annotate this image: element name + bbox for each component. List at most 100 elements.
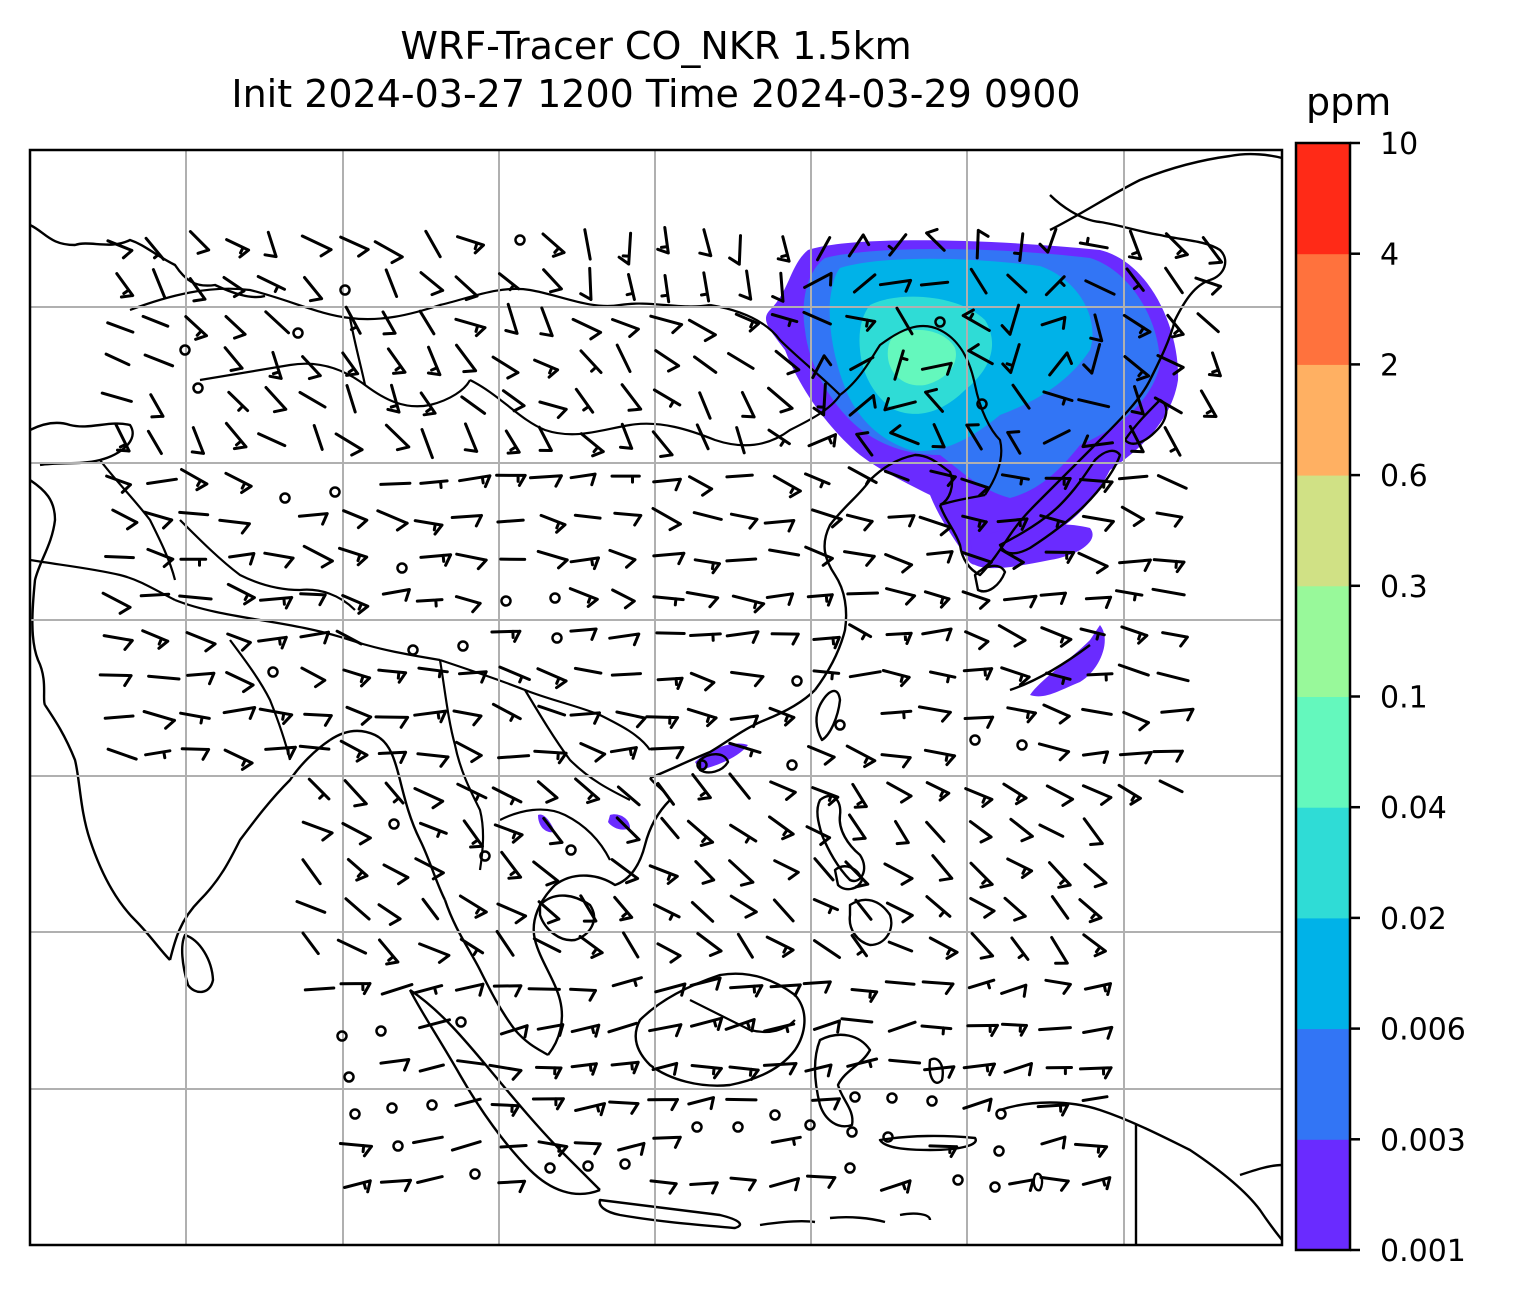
- wind-barb: [1160, 707, 1195, 722]
- wind-barb: [924, 387, 944, 413]
- wind-barb: [843, 550, 876, 567]
- wind-barb: [694, 860, 716, 885]
- wind-barb: [499, 1024, 529, 1039]
- wind-barb: [884, 980, 916, 986]
- wind-barb: [804, 545, 834, 567]
- wind-barb: [103, 714, 135, 720]
- wind-barb: [1128, 425, 1145, 454]
- wind-barb: [804, 1063, 833, 1078]
- wind-barb: [381, 588, 411, 602]
- wind-barb: [1084, 279, 1116, 296]
- colorbar-swatch: [1296, 364, 1350, 476]
- wind-barb: [729, 714, 759, 729]
- wind-barb: [883, 862, 914, 886]
- wind-barb: [424, 229, 442, 259]
- wind-barb: [339, 235, 370, 258]
- wind-barb: [1006, 430, 1022, 455]
- wind-barb-calm: [455, 1016, 467, 1028]
- wind-barb-calm: [392, 1140, 404, 1152]
- wind-barb: [1156, 671, 1190, 683]
- wind-barb: [376, 509, 409, 532]
- wind-barb: [960, 477, 990, 497]
- wind-barb: [420, 428, 434, 460]
- wind-barb: [114, 422, 131, 453]
- wind-barb: [1081, 1176, 1112, 1191]
- wind-barb: [529, 474, 563, 488]
- wind-barb: [573, 1141, 602, 1156]
- wind-barb: [617, 231, 633, 266]
- wind-barb: [883, 397, 917, 412]
- wind-barb: [918, 515, 952, 537]
- wind-barb: [728, 234, 742, 266]
- coast-hainan: [698, 753, 730, 774]
- wind-barb: [378, 938, 400, 966]
- wind-barb: [1079, 478, 1114, 493]
- wind-barb: [496, 518, 525, 524]
- wind-barb: [295, 900, 327, 914]
- wind-barb: [848, 813, 867, 841]
- wind-barb: [384, 781, 405, 805]
- wind-barb: [1166, 313, 1185, 339]
- wind-barb: [257, 635, 288, 650]
- wind-barb: [1084, 595, 1113, 609]
- wind-barb: [224, 471, 253, 494]
- border-china-russia-manchuria: [839, 325, 1003, 496]
- plume-peak: [887, 329, 956, 386]
- wind-barb: [687, 1096, 715, 1111]
- wind-barb: [693, 558, 721, 575]
- wind-barb: [418, 942, 451, 964]
- wind-barb: [619, 422, 634, 450]
- wind-barb: [688, 475, 714, 497]
- wind-barb: [689, 632, 722, 642]
- coast-kamchatka: [1049, 152, 1282, 232]
- coast-india-west: [44, 704, 171, 961]
- wind-barb-calm: [336, 1030, 348, 1042]
- wind-barb: [493, 823, 524, 844]
- wind-barb: [1082, 933, 1107, 958]
- wind-barb-calm: [339, 284, 351, 296]
- wind-barb: [1039, 514, 1067, 529]
- border-central-asia: [199, 362, 471, 408]
- border-west-asia: [30, 558, 176, 601]
- wind-barb: [767, 386, 794, 414]
- wind-barb: [1045, 784, 1075, 807]
- wind-barb: [963, 715, 995, 729]
- wind-barb-calm: [279, 492, 291, 504]
- wind-barb: [770, 632, 800, 646]
- wind-barb: [141, 314, 170, 328]
- border-myanmar-thailand: [438, 659, 485, 871]
- wind-barb: [651, 507, 682, 532]
- wind-barb: [850, 934, 868, 958]
- colorbar-swatch: [1296, 807, 1350, 919]
- wind-barb: [180, 747, 211, 761]
- wind-barb: [964, 630, 990, 651]
- wind-barb: [542, 268, 563, 294]
- wind-barb: [459, 937, 485, 956]
- wind-barb-calm: [469, 1168, 481, 1180]
- wind-barb: [263, 230, 278, 259]
- wind-barb: [649, 746, 685, 760]
- wind-barb: [689, 1181, 719, 1195]
- wind-barb: [961, 308, 991, 332]
- wind-barb: [1081, 784, 1113, 806]
- wind-barb: [811, 1097, 841, 1111]
- wind-barb: [651, 1061, 679, 1076]
- wind-barb: [925, 895, 952, 918]
- wind-barb: [776, 235, 791, 263]
- colorbar-swatch: [1296, 1028, 1350, 1140]
- wind-barb: [1045, 1066, 1073, 1076]
- wind-barb: [608, 1100, 640, 1115]
- wind-barb: [648, 864, 679, 885]
- wind-barb: [419, 391, 437, 417]
- wind-barb: [184, 315, 208, 341]
- wind-barb: [1000, 666, 1031, 687]
- wind-barb: [341, 822, 372, 846]
- wind-barb: [617, 1141, 646, 1156]
- wind-barb: [728, 741, 762, 758]
- wind-barb: [339, 739, 369, 763]
- wind-barb: [300, 666, 327, 689]
- wind-barb: [458, 474, 492, 489]
- wind-barb: [610, 858, 640, 885]
- wind-barb-calm: [565, 844, 577, 856]
- wind-barb: [377, 750, 408, 764]
